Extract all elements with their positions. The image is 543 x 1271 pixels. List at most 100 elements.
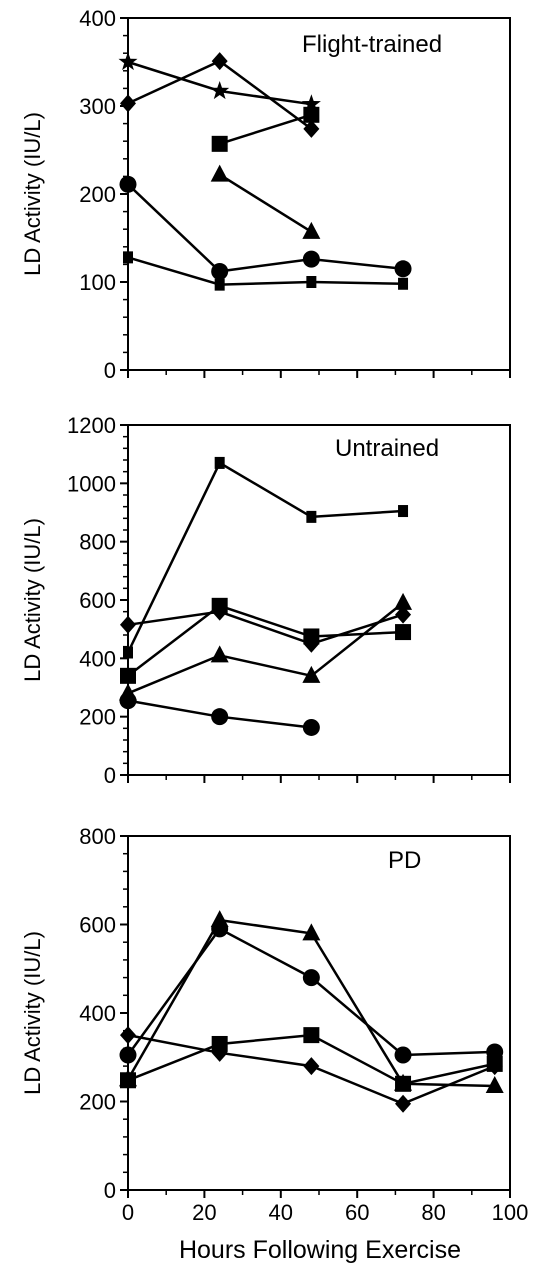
data-point-diamond: [395, 1094, 412, 1113]
series-diamond: [120, 1026, 503, 1113]
y-tick-label: 200: [79, 705, 116, 730]
plot-frame: [127, 835, 511, 1191]
y-tick-label: 300: [79, 94, 116, 119]
y-tick-label: 200: [79, 1090, 116, 1115]
data-point-small-square: [398, 505, 409, 518]
series-diamond: [120, 602, 412, 653]
y-tick-label: 200: [79, 182, 116, 207]
data-point-circle: [211, 262, 229, 280]
x-tick-label: 80: [421, 1200, 445, 1225]
data-point-circle: [302, 250, 320, 268]
panel-title: Flight-trained: [302, 31, 442, 58]
y-tick-label: 0: [104, 1178, 116, 1203]
y-tick-label: 600: [79, 913, 116, 938]
data-point-circle: [119, 692, 137, 710]
data-point-small-square: [306, 510, 317, 523]
y-axis-title: LD Activity (IU/L): [20, 112, 45, 276]
panel-title: PD: [388, 847, 421, 874]
data-point-circle: [211, 920, 229, 938]
series-line: [127, 256, 404, 286]
data-point-square: [303, 628, 320, 645]
series-triangle: [119, 592, 413, 701]
series-small-square: [123, 456, 409, 659]
data-point-small-square: [398, 277, 409, 290]
data-point-circle: [119, 175, 137, 193]
series-star: [118, 52, 321, 113]
data-point-small-square: [214, 456, 225, 469]
data-point-small-square: [214, 278, 225, 291]
data-point-square: [303, 106, 320, 123]
series-small-square: [123, 251, 409, 291]
data-point-diamond: [211, 52, 228, 71]
x-tick-label: 0: [122, 1200, 134, 1225]
data-point-star: [210, 81, 230, 100]
plot-frame: [127, 17, 511, 371]
data-point-square: [120, 1072, 136, 1089]
y-tick-label: 400: [79, 646, 116, 671]
y-tick-label: 800: [79, 824, 116, 849]
data-point-triangle: [302, 221, 321, 239]
x-axis-title: Hours Following Exercise: [179, 1236, 461, 1264]
data-point-diamond: [303, 119, 320, 138]
data-point-square: [211, 135, 228, 152]
x-tick-label: 100: [492, 1200, 529, 1225]
data-point-small-square: [306, 276, 317, 288]
data-point-diamond: [303, 1057, 320, 1076]
data-point-circle: [302, 969, 320, 987]
panel-title: Untrained: [335, 435, 439, 462]
panel-1: 0 100 200 300 400 LD Activity (IU/L) Flight-tr…: [20, 6, 511, 383]
series-line: [127, 183, 404, 273]
panel-2: 0 200 400 600 800 1000 1200 LD Activity (IU/L) U…: [20, 413, 511, 788]
data-point-circle: [119, 1046, 137, 1064]
y-tick-label: 400: [79, 6, 116, 31]
y-axis-title: LD Activity (IU/L): [20, 931, 45, 1095]
x-tick-label: 20: [192, 1200, 216, 1225]
data-point-diamond: [120, 615, 136, 634]
series-square: [211, 106, 320, 152]
data-point-diamond: [120, 1026, 136, 1045]
y-tick-label: 0: [104, 358, 116, 383]
series-diamond: [120, 52, 320, 138]
data-point-triangle: [302, 665, 321, 683]
y-tick-label: 600: [79, 588, 116, 613]
data-point-diamond: [120, 94, 136, 113]
series-circle: [119, 920, 504, 1064]
data-point-diamond: [211, 1043, 228, 1062]
data-point-diamond: [395, 605, 412, 624]
data-point-small-square: [123, 646, 133, 659]
data-point-circle: [394, 1046, 412, 1064]
y-tick-label: 1000: [67, 471, 116, 496]
series-circle: [119, 692, 320, 736]
series-square: [120, 597, 412, 684]
series-line: [127, 610, 404, 646]
series-triangle: [210, 164, 321, 239]
y-axis-title: LD Activity (IU/L): [20, 518, 45, 682]
data-point-circle: [302, 718, 320, 736]
panel-3: 0 200 400 600 800 0 20 40 60 80 100 LD Activity (IU…: [20, 824, 528, 1225]
data-point-circle: [394, 260, 412, 278]
data-point-diamond: [486, 1057, 503, 1076]
data-point-triangle: [302, 923, 321, 941]
data-point-square: [120, 667, 136, 684]
data-point-square: [211, 597, 228, 614]
data-point-square: [395, 624, 412, 641]
plot-frame: [127, 424, 511, 776]
data-point-square: [395, 1075, 412, 1092]
x-tick-label: 40: [269, 1200, 293, 1225]
y-tick-label: 100: [79, 270, 116, 295]
data-point-square: [303, 1027, 320, 1044]
data-point-triangle: [210, 645, 229, 663]
data-point-small-square: [123, 251, 133, 264]
y-tick-label: 800: [79, 530, 116, 555]
data-point-star: [118, 52, 138, 71]
data-point-circle: [211, 708, 229, 726]
series-line: [126, 461, 404, 654]
y-tick-label: 400: [79, 1001, 116, 1026]
data-point-triangle: [485, 1076, 504, 1094]
data-point-star: [301, 94, 321, 113]
series-circle: [119, 175, 412, 280]
series-line: [127, 601, 404, 695]
data-point-triangle: [210, 164, 229, 182]
x-tick-label: 60: [345, 1200, 369, 1225]
